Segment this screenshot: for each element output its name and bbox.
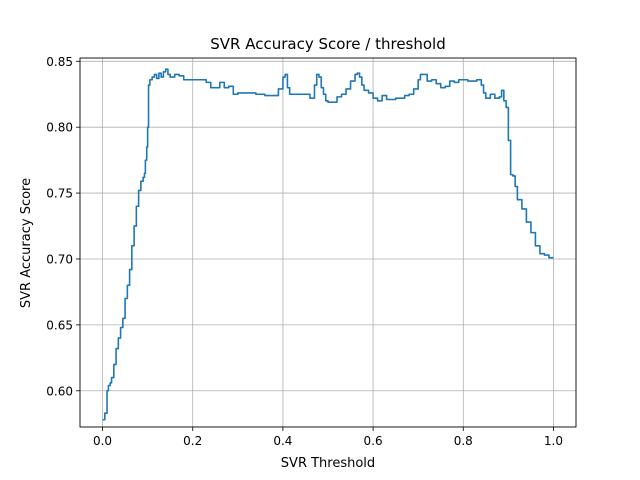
x-tick-label: 0.2	[183, 434, 202, 448]
x-axis: 0.0 0.2 0.4 0.6 0.8 1.0	[93, 427, 563, 448]
y-axis: 0.60 0.65 0.70 0.75 0.80 0.85	[46, 55, 80, 398]
x-axis-label: SVR Threshold	[281, 456, 375, 471]
series-layer	[102, 68, 554, 421]
x-tick-label: 0.0	[93, 434, 112, 448]
x-tick-label: 1.0	[544, 434, 563, 448]
y-tick-label: 0.75	[46, 187, 73, 201]
y-tick-label: 0.85	[46, 55, 73, 69]
x-tick-label: 0.6	[364, 434, 383, 448]
chart-title: SVR Accuracy Score / threshold	[210, 35, 445, 53]
x-tick-label: 0.8	[454, 434, 473, 448]
plot-frame	[79, 57, 577, 428]
y-axis-label: SVR Accuracy Score	[19, 178, 34, 308]
x-tick-label: 0.4	[273, 434, 292, 448]
y-tick-label: 0.80	[46, 121, 73, 135]
series-line	[102, 68, 554, 421]
grid	[80, 58, 576, 427]
y-tick-label: 0.60	[46, 384, 73, 398]
y-tick-label: 0.65	[46, 318, 73, 332]
y-tick-label: 0.70	[46, 252, 73, 266]
